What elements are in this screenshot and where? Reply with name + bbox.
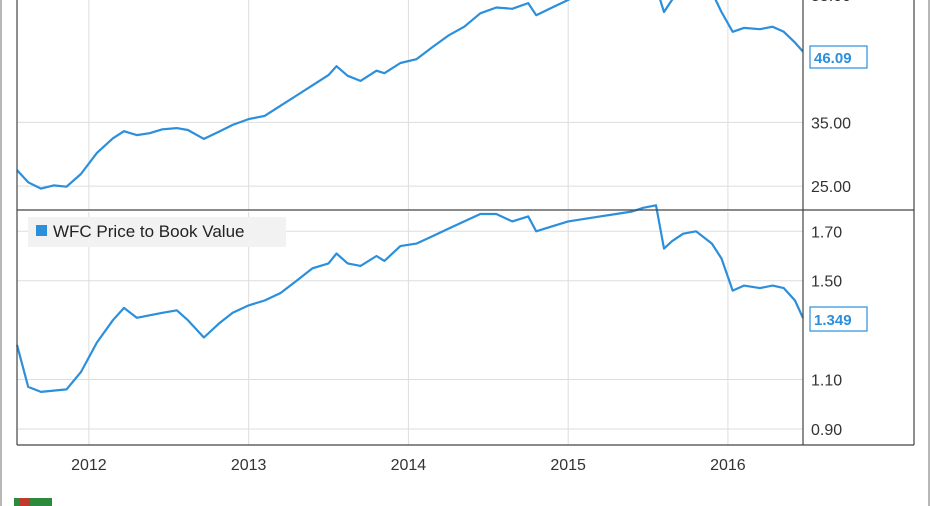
bottom-gridlines	[17, 212, 803, 445]
top-last-value-callout: 46.09	[809, 45, 868, 69]
bottom-y-tick-label: 1.50	[811, 274, 842, 291]
bottom-callout-box	[809, 306, 868, 332]
bottom-last-value-callout: 1.349	[809, 306, 868, 332]
top-callout-label: 46.09	[814, 50, 852, 67]
x-tick-label: 2014	[391, 457, 427, 474]
top-series-line	[16, 0, 804, 190]
top-callout-box	[809, 45, 868, 69]
x-tick-label: 2012	[71, 457, 107, 474]
x-tick-label: 2015	[550, 457, 586, 474]
bottom-callout-label: 1.349	[814, 312, 852, 329]
x-axis: 2012 2013 2014 2015 2016	[71, 457, 746, 474]
legend: WFC Price to Book Value	[28, 217, 286, 247]
top-y-tick-label: 25.00	[811, 179, 851, 196]
top-y-tick-label: 55.00	[811, 0, 851, 5]
logo-mark	[14, 498, 52, 506]
legend-label: WFC Price to Book Value	[53, 222, 244, 241]
x-tick-label: 2016	[710, 457, 746, 474]
bottom-y-tick-label: 0.90	[811, 422, 842, 439]
top-gridlines	[17, 0, 803, 210]
bottom-panel: 0.90 1.10 1.50 1.70 WFC Price to Book Value…	[15, 204, 868, 445]
legend-swatch	[36, 225, 47, 236]
x-tick-label: 2013	[231, 457, 267, 474]
legend-background	[28, 217, 286, 247]
top-y-tick-label: 35.00	[811, 115, 851, 132]
top-panel-plot-area	[17, 0, 803, 209]
top-panel: 25.00 35.00 55.00 46.09	[16, 0, 868, 210]
bottom-y-axis: 0.90 1.10 1.50 1.70	[811, 224, 842, 439]
bottom-series-line	[15, 204, 805, 393]
bottom-panel-plot-area	[17, 212, 803, 445]
top-y-axis: 25.00 35.00 55.00	[811, 0, 851, 196]
bottom-y-tick-label: 1.10	[811, 373, 842, 390]
bottom-y-tick-label: 1.70	[811, 224, 842, 241]
